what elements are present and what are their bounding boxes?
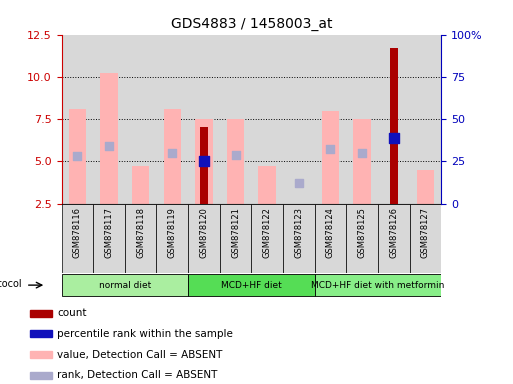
Bar [164, 109, 181, 204]
Bar [93, 204, 125, 273]
Bar [188, 274, 314, 296]
Bar [314, 274, 441, 296]
Point [389, 134, 398, 141]
Bar [30, 310, 52, 316]
Point [326, 146, 334, 152]
Text: GSM878126: GSM878126 [389, 207, 398, 258]
Point [200, 158, 208, 164]
Bar [346, 35, 378, 204]
Bar [195, 119, 212, 204]
Bar [378, 204, 409, 273]
Text: percentile rank within the sample: percentile rank within the sample [57, 329, 233, 339]
Text: count: count [57, 308, 87, 318]
Point [231, 151, 240, 157]
Bar [200, 127, 208, 204]
Bar [220, 204, 251, 273]
Bar [259, 166, 276, 204]
Point [389, 134, 398, 141]
Bar [390, 48, 398, 204]
Bar [156, 204, 188, 273]
Bar [125, 35, 156, 204]
Bar [314, 35, 346, 204]
Text: protocol: protocol [0, 279, 22, 289]
Title: GDS4883 / 1458003_at: GDS4883 / 1458003_at [171, 17, 332, 31]
Point [73, 153, 82, 159]
Text: GSM878124: GSM878124 [326, 207, 335, 258]
Text: normal diet: normal diet [98, 281, 151, 290]
Text: GSM878125: GSM878125 [358, 207, 367, 258]
Bar [283, 204, 314, 273]
Text: GSM878116: GSM878116 [73, 207, 82, 258]
Bar [188, 35, 220, 204]
Bar [251, 35, 283, 204]
Bar [314, 204, 346, 273]
Bar [409, 204, 441, 273]
Bar [251, 204, 283, 273]
Bar [69, 109, 86, 204]
Text: rank, Detection Call = ABSENT: rank, Detection Call = ABSENT [57, 370, 218, 381]
Point [358, 150, 366, 156]
Bar [346, 204, 378, 273]
Text: GSM878119: GSM878119 [168, 207, 177, 258]
Text: MCD+HF diet with metformin: MCD+HF diet with metformin [311, 281, 445, 290]
Text: MCD+HF diet: MCD+HF diet [221, 281, 282, 290]
Bar [93, 35, 125, 204]
Bar [227, 119, 244, 204]
Bar [30, 330, 52, 338]
Text: GSM878127: GSM878127 [421, 207, 430, 258]
Bar [220, 35, 251, 204]
Bar [125, 204, 156, 273]
Bar [417, 170, 434, 204]
Text: value, Detection Call = ABSENT: value, Detection Call = ABSENT [57, 349, 223, 360]
Bar [101, 73, 117, 204]
Text: GSM878118: GSM878118 [136, 207, 145, 258]
Point [200, 158, 208, 164]
Text: GSM878122: GSM878122 [263, 207, 272, 258]
Bar [132, 166, 149, 204]
Text: GSM878123: GSM878123 [294, 207, 303, 258]
Text: GSM878117: GSM878117 [105, 207, 113, 258]
Bar [188, 204, 220, 273]
Bar [409, 35, 441, 204]
Bar [378, 35, 409, 204]
Bar [353, 119, 371, 204]
Point [294, 180, 303, 186]
Bar [322, 111, 339, 204]
Point [168, 150, 176, 156]
Bar [156, 35, 188, 204]
Text: GSM878121: GSM878121 [231, 207, 240, 258]
Bar [62, 204, 93, 273]
Point [105, 143, 113, 149]
Bar [30, 351, 52, 358]
Bar [30, 372, 52, 379]
Text: GSM878120: GSM878120 [200, 207, 208, 258]
Bar [62, 35, 93, 204]
Bar [283, 35, 314, 204]
Bar [62, 274, 188, 296]
